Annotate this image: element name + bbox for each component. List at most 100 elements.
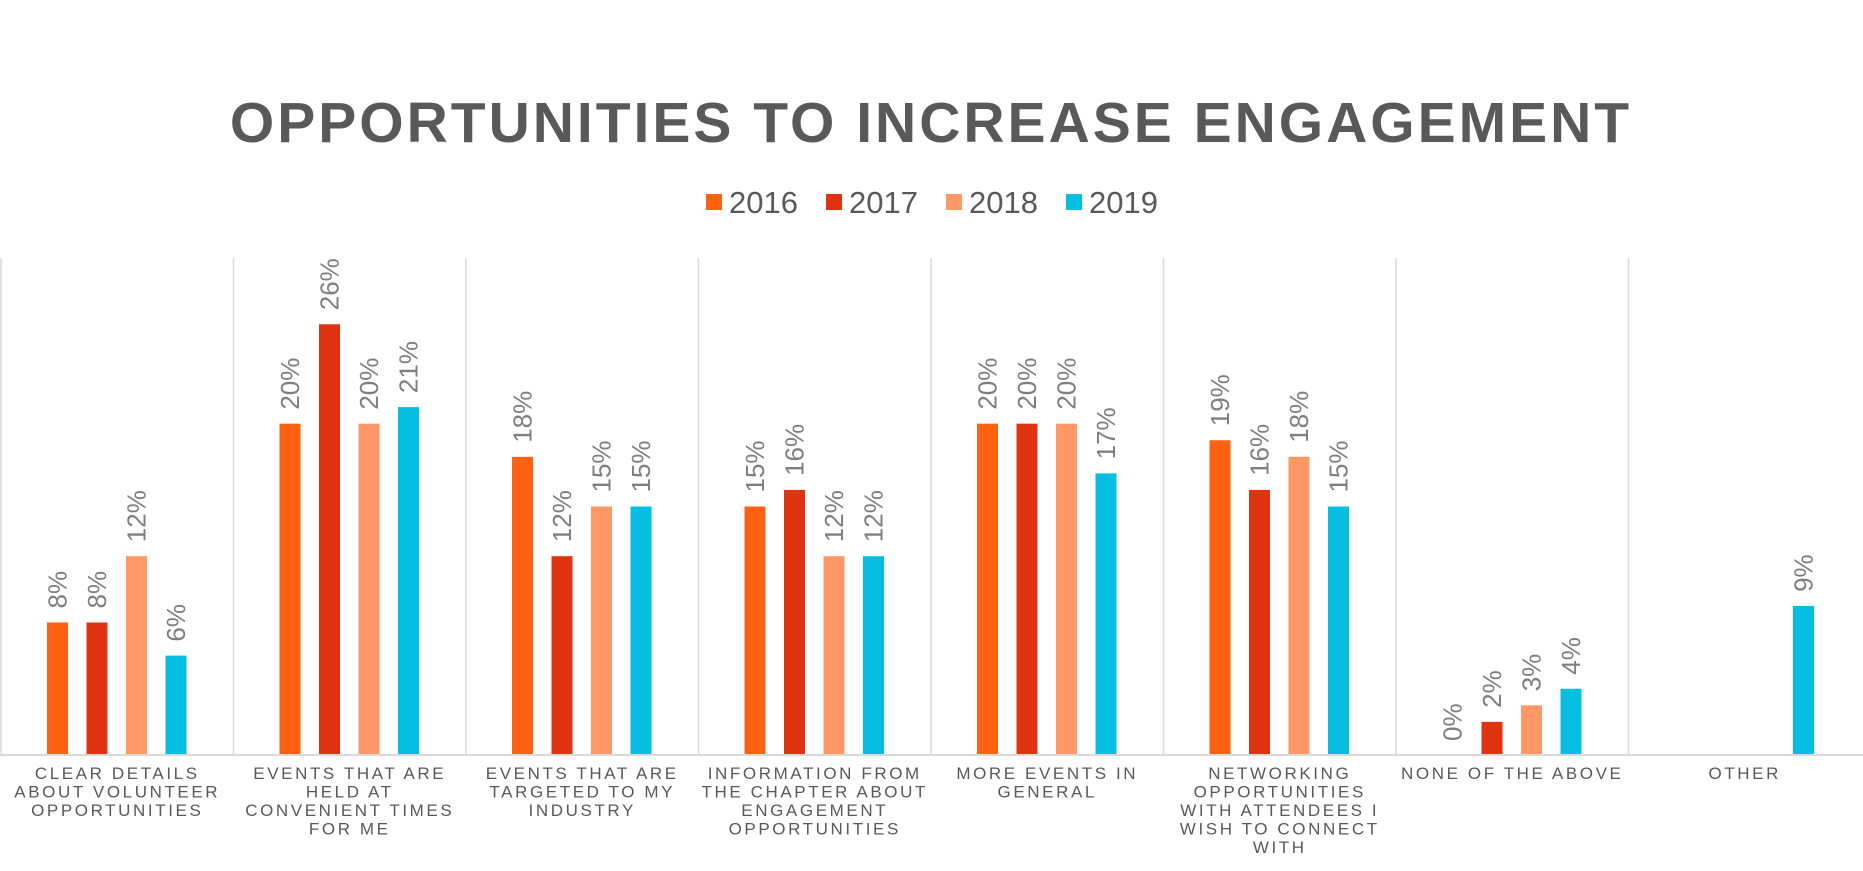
bar-2019-6	[1328, 506, 1349, 755]
category-label-line: ENGAGEMENT	[741, 801, 888, 820]
data-label-2019-3: 15%	[626, 440, 656, 492]
bar-2017-4	[784, 489, 805, 755]
bar-2017-6	[1249, 489, 1270, 755]
legend-label-2016: 2016	[729, 185, 798, 220]
category-label-line: INFORMATION FROM	[708, 764, 922, 783]
bar-2017-3	[551, 556, 573, 755]
data-label-2017-5: 20%	[1012, 358, 1042, 410]
category-label-line: OPPORTUNITIES	[31, 801, 203, 820]
data-label-2017-6: 16%	[1245, 424, 1275, 476]
data-label-2016-5: 20%	[973, 358, 1003, 410]
category-label-line: GENERAL	[998, 783, 1097, 802]
bar-2019-1	[165, 655, 187, 755]
bar-2016-6	[1209, 440, 1231, 755]
category-label-line: WISH TO CONNECT	[1180, 820, 1380, 839]
bar-2017-5	[1016, 423, 1038, 755]
data-label-2018-1: 12%	[122, 490, 152, 542]
data-label-2019-7: 4%	[1556, 637, 1586, 675]
category-label-line: TARGETED TO MY	[489, 783, 675, 802]
bar-2016-1	[47, 622, 68, 755]
data-label-2017-1: 8%	[82, 571, 112, 609]
category-label-line: WITH	[1253, 838, 1307, 857]
bar-2019-3	[630, 506, 652, 755]
category-label-line: FOR ME	[309, 820, 391, 839]
legend: 2016 2017 2018 2019	[706, 185, 1158, 220]
data-label-2016-2: 20%	[275, 358, 305, 410]
data-label-2018-3: 15%	[587, 440, 617, 492]
data-label-2018-2: 20%	[354, 358, 384, 410]
bar-2019-7	[1560, 688, 1582, 755]
data-label-2019-6: 15%	[1324, 440, 1354, 492]
bar-2018-4	[823, 556, 845, 755]
category-label-line: WITH ATTENDEES I	[1180, 801, 1379, 820]
bar-2018-6	[1288, 456, 1310, 755]
bar-2018-7	[1521, 705, 1542, 755]
data-label-2017-2: 26%	[315, 258, 345, 310]
data-label-2018-5: 20%	[1052, 358, 1082, 410]
bar-2017-2	[319, 324, 340, 755]
data-label-2016-7: 0%	[1438, 703, 1468, 741]
category-dividers	[0, 258, 1630, 755]
data-label-2017-4: 16%	[780, 424, 810, 476]
category-label-4: INFORMATION FROM THE CHAPTER ABOUT ENGAGEM…	[701, 764, 928, 839]
category-label-line: OPPORTUNITIES	[729, 820, 901, 839]
category-label-line: HELD AT	[306, 783, 394, 802]
data-label-2018-7: 3%	[1517, 654, 1547, 692]
data-label-2016-1: 8%	[43, 571, 73, 609]
legend-swatch-2016	[706, 194, 722, 210]
legend-label-2019: 2019	[1089, 185, 1158, 220]
data-label-2019-4: 12%	[859, 490, 889, 542]
category-label-line: CONVENIENT TIMES	[245, 801, 454, 820]
category-label-line: OTHER	[1709, 764, 1782, 783]
bar-2019-5	[1095, 473, 1117, 755]
category-label-line: ABOUT VOLUNTEER	[14, 783, 220, 802]
chart-title: OPPORTUNITIES TO INCREASE ENGAGEMENT	[230, 91, 1632, 155]
bar-2018-1	[126, 556, 147, 755]
data-label-2018-6: 18%	[1284, 391, 1314, 443]
category-label-line: NETWORKING	[1208, 764, 1351, 783]
category-label-1: CLEAR DETAILS ABOUT VOLUNTEER OPPORTUNITIE…	[14, 764, 220, 820]
bar-2019-4	[863, 556, 884, 755]
category-label-8: OTHER	[1709, 764, 1782, 783]
legend-swatch-2018	[946, 194, 962, 210]
data-labels: 8% 8% 12% 6% 20% 26% 20% 21% 18% 12% 15% 15% 15% 16% 1…	[43, 258, 1819, 741]
bar-2017-7	[1481, 721, 1503, 755]
category-label-line: EVENTS THAT ARE	[253, 764, 446, 783]
data-label-2018-4: 12%	[819, 490, 849, 542]
data-label-2019-5: 17%	[1091, 407, 1121, 459]
category-label-7: NONE OF THE ABOVE	[1401, 764, 1623, 783]
data-label-2019-8: 9%	[1789, 554, 1819, 592]
data-label-2017-7: 2%	[1477, 670, 1507, 708]
bars	[47, 324, 1814, 755]
bar-2017-1	[86, 622, 108, 755]
legend-label-2018: 2018	[969, 185, 1038, 220]
category-label-5: MORE EVENTS IN GENERAL	[956, 764, 1138, 802]
bar-2016-2	[279, 423, 301, 755]
category-label-line: THE CHAPTER ABOUT	[701, 783, 928, 802]
data-label-2019-2: 21%	[394, 341, 424, 393]
bar-2018-3	[591, 506, 612, 755]
category-label-2: EVENTS THAT ARE HELD AT CONVENIENT TIMES FO…	[245, 764, 454, 839]
category-label-line: MORE EVENTS IN	[956, 764, 1138, 783]
data-label-2019-1: 6%	[161, 604, 191, 642]
category-label-line: INDUSTRY	[529, 801, 636, 820]
bar-2016-5	[977, 423, 998, 755]
category-label-line: OPPORTUNITIES	[1194, 783, 1366, 802]
bar-2019-8	[1793, 605, 1814, 755]
data-label-2017-3: 12%	[547, 490, 577, 542]
category-label-line: CLEAR DETAILS	[35, 764, 200, 783]
category-label-line: NONE OF THE ABOVE	[1401, 764, 1623, 783]
bar-2019-2	[398, 407, 419, 755]
data-label-2016-6: 19%	[1205, 374, 1235, 426]
legend-swatch-2019	[1066, 194, 1082, 210]
category-labels: CLEAR DETAILS ABOUT VOLUNTEER OPPORTUNITIE…	[14, 764, 1782, 857]
legend-label-2017: 2017	[849, 185, 918, 220]
bar-2016-4	[744, 506, 766, 755]
category-label-line: EVENTS THAT ARE	[486, 764, 679, 783]
bar-2016-3	[512, 456, 533, 755]
data-label-2016-3: 18%	[508, 391, 538, 443]
bar-2018-2	[358, 423, 380, 755]
category-label-3: EVENTS THAT ARE TARGETED TO MY INDUSTRY	[486, 764, 679, 820]
